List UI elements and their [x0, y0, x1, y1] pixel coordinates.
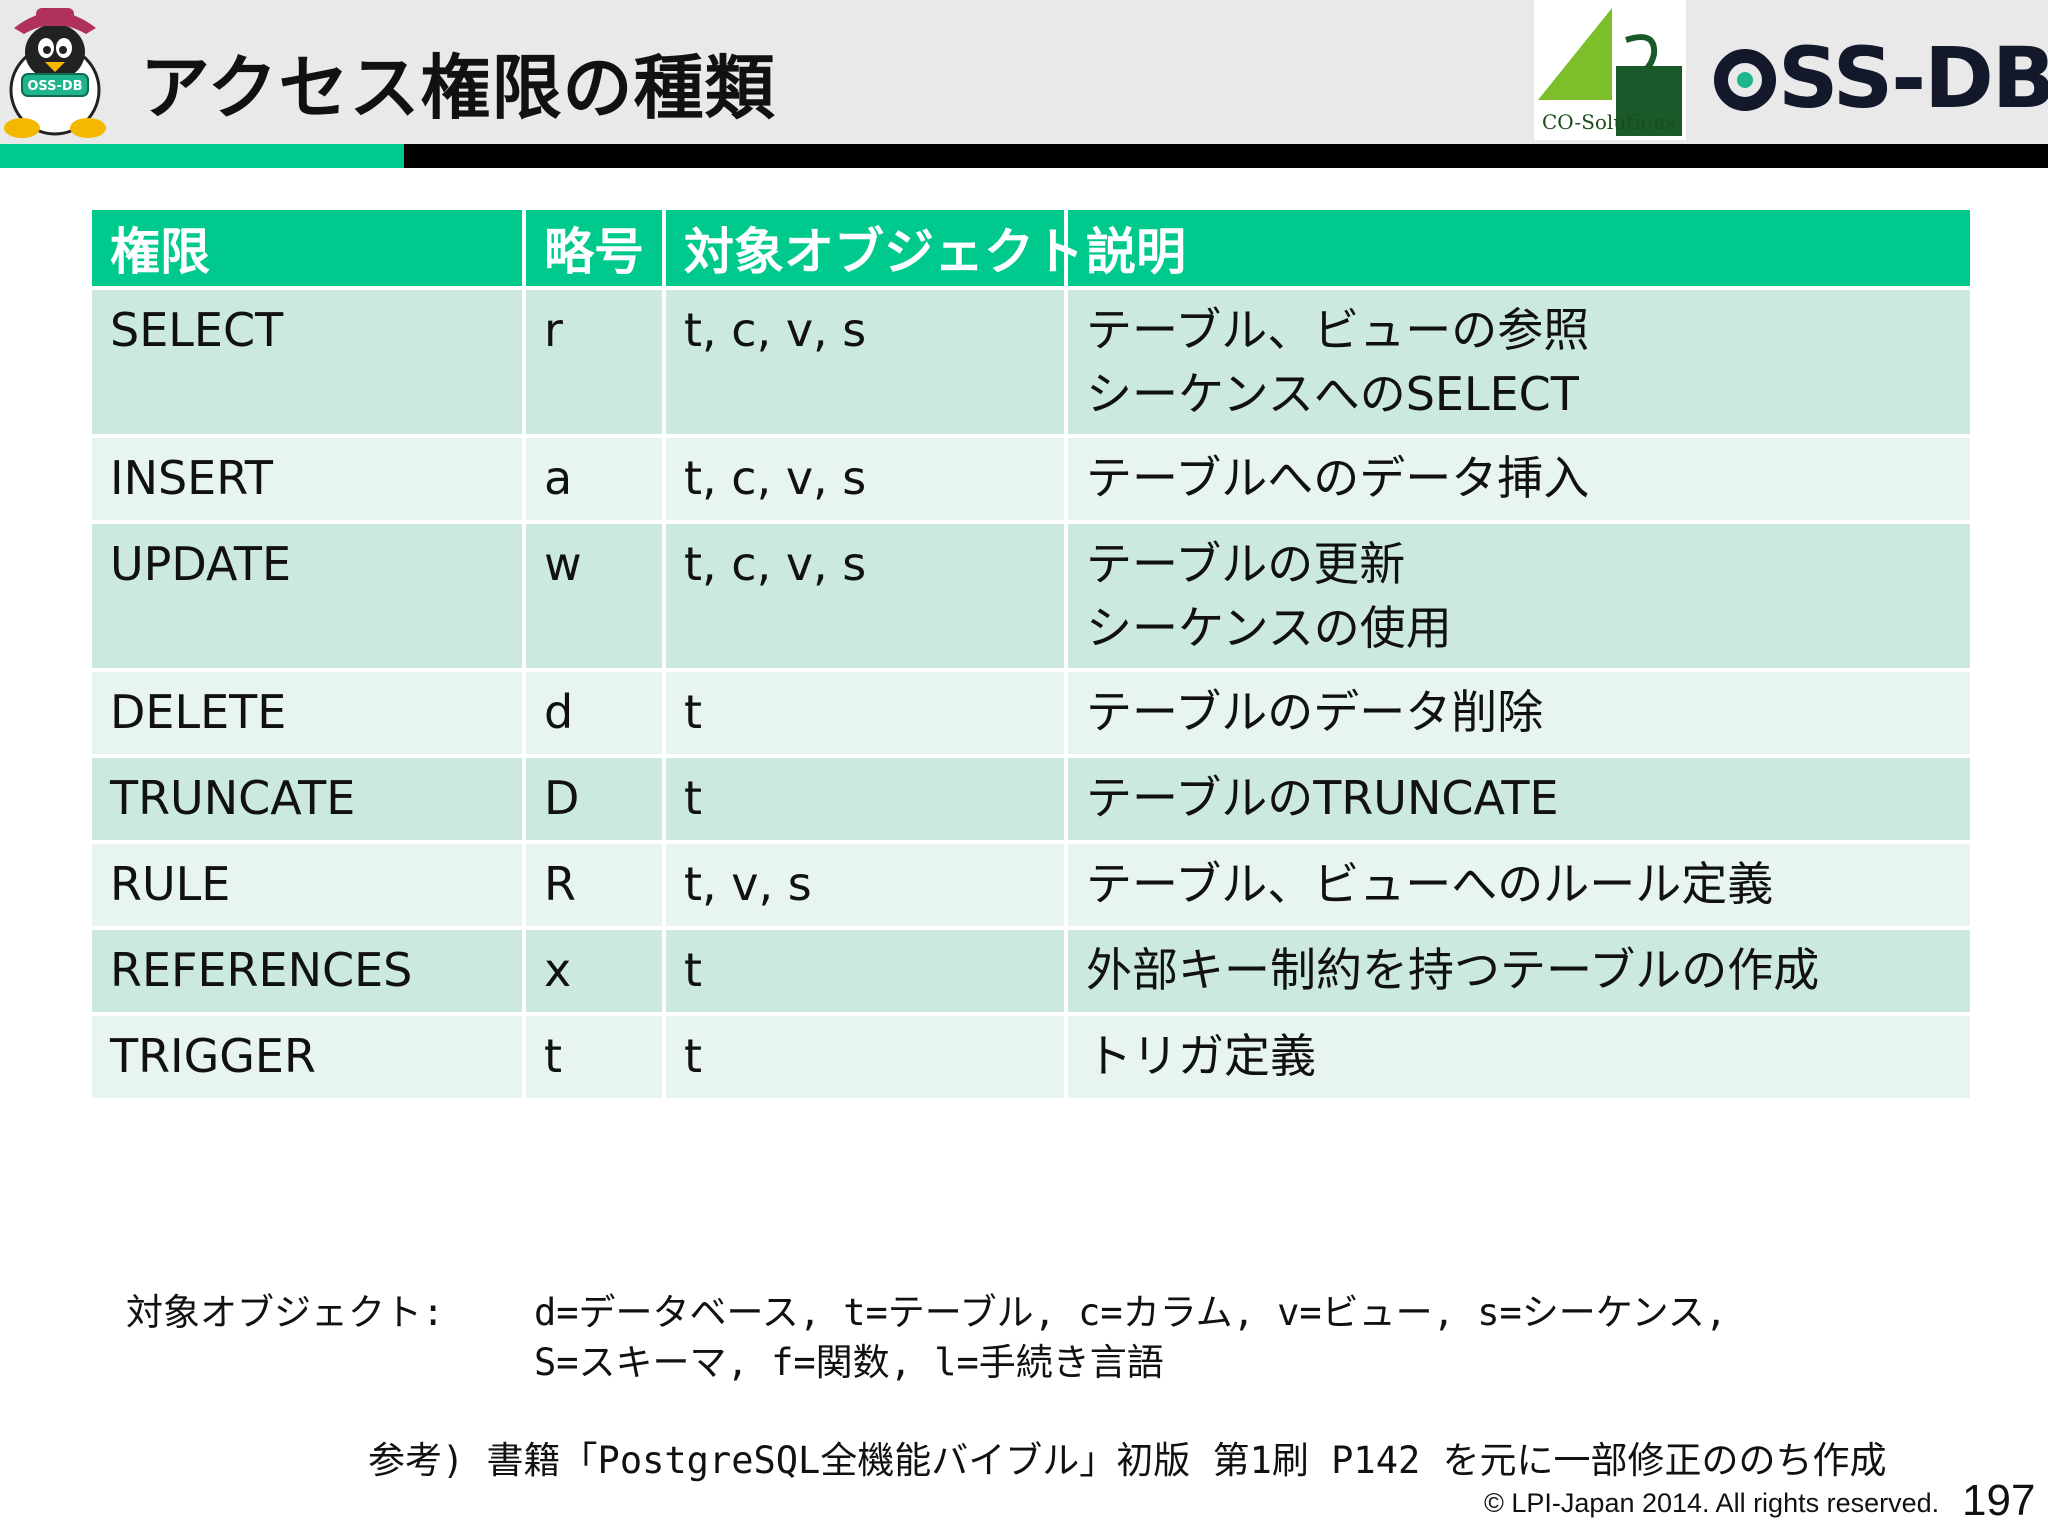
- abbr-cell: d: [526, 672, 662, 754]
- description-cell: テーブルのデータ削除: [1068, 672, 1970, 754]
- privilege-cell: REFERENCES: [92, 930, 522, 1012]
- privilege-cell: RULE: [92, 844, 522, 926]
- abbr-cell: r: [526, 290, 662, 434]
- table-row: UPDATE w t, c, v, s テーブルの更新 シーケンスの使用: [92, 524, 1970, 668]
- privilege-cell: TRIGGER: [92, 1016, 522, 1098]
- objects-cell: t: [666, 1016, 1064, 1098]
- column-header-abbr: 略号: [526, 210, 662, 286]
- description-cell: テーブルへのデータ挿入: [1068, 438, 1970, 520]
- description-line: テーブル、ビューの参照: [1086, 303, 1590, 357]
- column-header-objects: 対象オブジェクト: [666, 210, 1084, 286]
- description-line: シーケンスへのSELECT: [1086, 367, 1579, 421]
- abbr-cell: t: [526, 1016, 662, 1098]
- legend-line-2: S=スキーマ, f=関数, l=手続き言語: [534, 1341, 1164, 1384]
- privilege-cell: INSERT: [92, 438, 522, 520]
- abbr-cell: w: [526, 524, 662, 668]
- table-row: TRUNCATE D t テーブルのTRUNCATE: [92, 758, 1970, 840]
- description-cell: 外部キー制約を持つテーブルの作成: [1068, 930, 1970, 1012]
- legend-label: 対象オブジェクト:: [126, 1291, 445, 1334]
- description-line: テーブル、ビューへのルール定義: [1086, 857, 1774, 911]
- table-row: DELETE d t テーブルのデータ削除: [92, 672, 1970, 754]
- table-row: RULE R t, v, s テーブル、ビューへのルール定義: [92, 844, 1970, 926]
- mascot-badge: OSS-DB: [27, 79, 82, 94]
- objects-cell: t, c, v, s: [666, 524, 1064, 668]
- co-solutions-mark-icon: [1538, 8, 1682, 136]
- description-line: 外部キー制約を持つテーブルの作成: [1086, 943, 1820, 997]
- abbr-cell: R: [526, 844, 662, 926]
- reference-note: 参考) 書籍「PostgreSQL全機能バイブル」初版 第1刷 P142 を元に…: [368, 1439, 1887, 1482]
- description-line: テーブルのデータ削除: [1086, 685, 1544, 739]
- privilege-cell: SELECT: [92, 290, 522, 434]
- privilege-cell: UPDATE: [92, 524, 522, 668]
- description-cell: トリガ定義: [1068, 1016, 1970, 1098]
- description-line: テーブルへのデータ挿入: [1086, 451, 1590, 505]
- penguin-mascot-icon: OSS-DB: [4, 8, 106, 138]
- objects-cell: t, v, s: [666, 844, 1064, 926]
- description-line: シーケンスの使用: [1086, 601, 1452, 655]
- description-line: トリガ定義: [1086, 1029, 1316, 1083]
- column-header-description: 説明: [1068, 210, 1970, 286]
- page-title: アクセス権限の種類: [140, 47, 776, 129]
- abbr-cell: D: [526, 758, 662, 840]
- description-cell: テーブル、ビューへのルール定義: [1068, 844, 1970, 926]
- description-cell: テーブルのTRUNCATE: [1068, 758, 1970, 840]
- abbr-cell: a: [526, 438, 662, 520]
- legend-line-1: d=データベース, t=テーブル, c=カラム, v=ビュー, s=シーケンス,: [534, 1291, 1728, 1334]
- copyright-text: © LPI-Japan 2014. All rights reserved.: [1484, 1488, 1940, 1518]
- oss-db-circle-icon: [1714, 49, 1776, 111]
- privilege-cell: DELETE: [92, 672, 522, 754]
- column-header-privilege: 権限: [92, 210, 522, 286]
- objects-cell: t, c, v, s: [666, 438, 1064, 520]
- description-line: テーブルの更新: [1086, 537, 1406, 591]
- co-solutions-logo: CO-Solutions: [1534, 0, 1686, 140]
- objects-cell: t: [666, 930, 1064, 1012]
- description-cell: テーブル、ビューの参照 シーケンスへのSELECT: [1068, 290, 1970, 434]
- oss-db-logo: SS-DB: [1714, 36, 2048, 120]
- co-solutions-text: CO-Solutions: [1542, 110, 1676, 134]
- abbr-cell: x: [526, 930, 662, 1012]
- privilege-table: 権限 略号 対象オブジェクト 説明 SELECT r t, c, v, s テー…: [88, 206, 1974, 1102]
- objects-cell: t: [666, 758, 1064, 840]
- page-number: 197: [1962, 1476, 2036, 1525]
- header-accent-bar: [0, 144, 404, 168]
- description-line: テーブルのTRUNCATE: [1086, 771, 1559, 825]
- table-row: INSERT a t, c, v, s テーブルへのデータ挿入: [92, 438, 1970, 520]
- privilege-cell: TRUNCATE: [92, 758, 522, 840]
- table-row: SELECT r t, c, v, s テーブル、ビューの参照 シーケンスへのS…: [92, 290, 1970, 434]
- table-row: REFERENCES x t 外部キー制約を持つテーブルの作成: [92, 930, 1970, 1012]
- objects-cell: t, c, v, s: [666, 290, 1064, 434]
- objects-cell: t: [666, 672, 1064, 754]
- description-cell: テーブルの更新 シーケンスの使用: [1068, 524, 1970, 668]
- table-row: TRIGGER t t トリガ定義: [92, 1016, 1970, 1098]
- oss-db-logo-text: SS-DB: [1778, 29, 2048, 127]
- table-header-row: 権限 略号 対象オブジェクト 説明: [92, 210, 1970, 286]
- header-divider-bar: [404, 144, 2048, 168]
- slide-header: OSS-DB アクセス権限の種類 CO-Solutions SS-DB: [0, 0, 2048, 144]
